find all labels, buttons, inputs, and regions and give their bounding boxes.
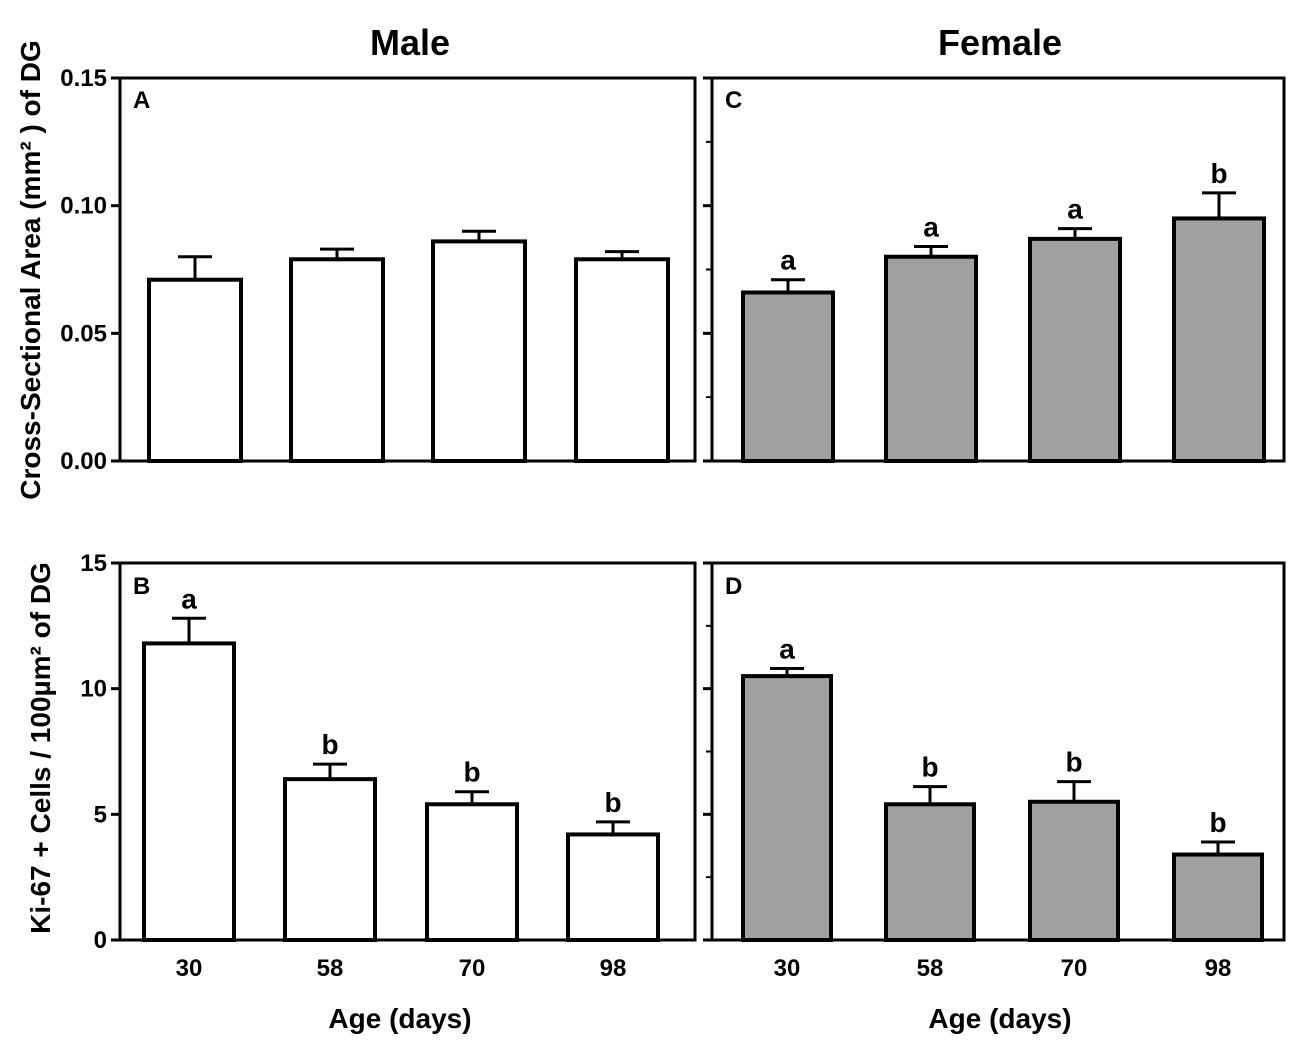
panel-b-xtick-label: 70 <box>459 955 486 982</box>
panel-d-bar <box>884 802 976 943</box>
column-title-female: Female <box>938 22 1062 63</box>
panel-d-significance-label: a <box>779 634 795 665</box>
panel-a-ytick-label: 0.05 <box>60 320 107 347</box>
panel-d-bar <box>741 674 833 942</box>
panel-d-significance-label: b <box>921 752 938 783</box>
panel-b-ytick-label: 0 <box>94 927 107 954</box>
panel-a-ytick-label: 0.15 <box>60 65 107 92</box>
panel-d-xtick-label: 98 <box>1205 955 1232 982</box>
panel-d-letter: D <box>725 573 742 600</box>
panel-c-significance-label: a <box>923 212 939 243</box>
panel-c-bar <box>741 290 835 464</box>
panel-b-bar <box>425 802 519 943</box>
panel-b-significance-label: b <box>463 757 480 788</box>
panel-d: Da 30 b 58 b 70 b 98 <box>703 561 1286 982</box>
panel-b-ytick-label: 10 <box>80 676 107 703</box>
panel-c-letter: C <box>725 87 742 114</box>
panel-a-bar <box>574 257 670 463</box>
panel-a-letter: A <box>133 87 150 114</box>
panel-b: B 0 5 10 15 a 30 b 58 b 70 b 98 <box>80 550 697 982</box>
panel-b-ytick-label: 15 <box>80 550 107 577</box>
x-axis-title-male: Age (days) <box>328 1003 471 1034</box>
panel-a-bar <box>289 257 385 463</box>
panel-d-significance-label: b <box>1065 747 1082 778</box>
panel-b-bar <box>283 777 377 942</box>
panel-b-significance-label: a <box>181 583 197 614</box>
panel-d-xtick-label: 58 <box>917 955 944 982</box>
panel-a-ytick-label: 0.10 <box>60 193 107 220</box>
panel-d-xtick-label: 70 <box>1061 955 1088 982</box>
panel-c-significance-label: b <box>1210 158 1227 189</box>
panel-d-bar <box>1172 852 1264 943</box>
panel-c-bar <box>884 254 978 463</box>
panel-a: A 0.00 0.05 0.10 0.15 <box>60 65 697 475</box>
panel-a-frame <box>118 76 697 463</box>
panel-b-letter: B <box>133 573 150 600</box>
panel-b-frame <box>118 561 697 942</box>
panel-b-bar <box>142 641 236 943</box>
panel-a-bar <box>431 239 527 463</box>
panel-c: Ca a a b <box>703 76 1286 464</box>
panel-c-significance-label: a <box>1067 194 1083 225</box>
panel-b-significance-label: b <box>604 787 621 818</box>
panel-c-bar <box>1028 236 1122 463</box>
panel-a-ytick-label: 0.00 <box>60 448 107 475</box>
panel-b-ytick-label: 5 <box>94 801 107 828</box>
y-axis-title-bottom: Ki-67 + Cells / 100µm² of DG <box>25 562 56 934</box>
panel-d-bar <box>1028 799 1120 942</box>
panel-d-significance-label: b <box>1209 807 1226 838</box>
panel-b-bar <box>566 832 660 942</box>
panel-a-bar <box>147 277 243 464</box>
column-title-male: Male <box>370 22 450 63</box>
panel-c-bar <box>1172 216 1266 463</box>
panel-b-xtick-label: 58 <box>317 955 344 982</box>
panel-b-significance-label: b <box>321 729 338 760</box>
y-axis-title-top: Cross-Sectional Area (mm² ) of DG <box>15 40 46 499</box>
x-axis-title-female: Age (days) <box>928 1003 1071 1034</box>
panel-d-xtick-label: 30 <box>774 955 801 982</box>
panel-b-xtick-label: 30 <box>176 955 203 982</box>
panel-c-significance-label: a <box>780 245 796 276</box>
panel-b-xtick-label: 98 <box>600 955 627 982</box>
